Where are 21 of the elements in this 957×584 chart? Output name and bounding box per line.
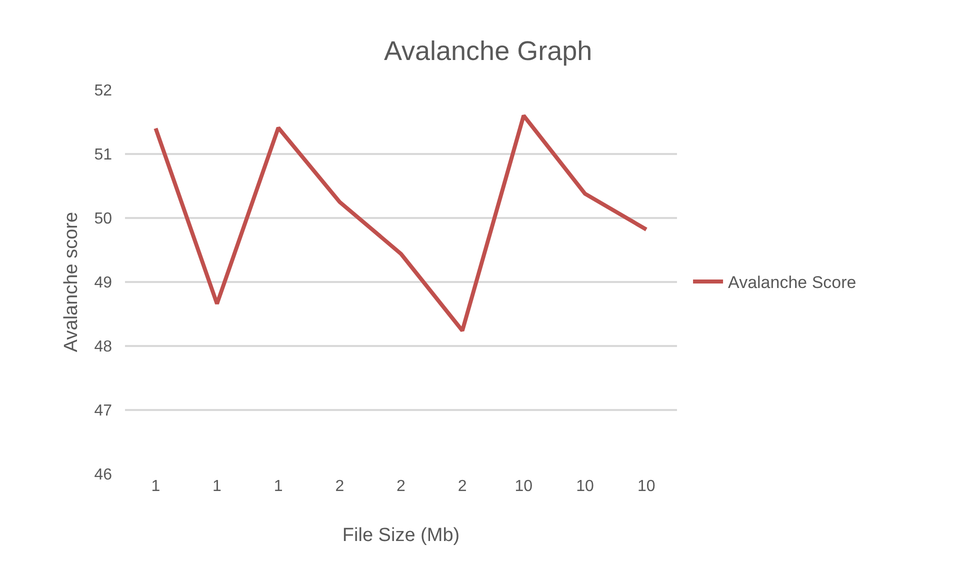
y-tick-label: 50 (94, 210, 112, 228)
y-tick-label: 48 (94, 338, 112, 356)
x-tick-label: 1 (212, 478, 222, 495)
x-tick-label: 10 (637, 478, 656, 495)
x-tick-label: 10 (576, 478, 594, 495)
x-tick-label: 10 (514, 478, 533, 495)
y-axis-title: Avalanche score (61, 212, 82, 352)
x-tick-label: 2 (396, 478, 406, 495)
y-tick-label: 49 (94, 274, 112, 292)
y-tick-label: 51 (94, 146, 112, 164)
x-tick-label: 2 (335, 478, 344, 495)
y-tick-label: 52 (94, 82, 112, 100)
x-tick-label: 1 (151, 478, 160, 495)
y-tick-label: 46 (94, 466, 112, 484)
x-axis-title: File Size (Mb) (342, 525, 460, 546)
y-tick-label: 47 (94, 402, 112, 420)
chart-title: Avalanche Graph (384, 36, 592, 66)
x-tick-label: 2 (458, 478, 467, 495)
line-series (154, 114, 648, 333)
legend-label: Avalanche Score (728, 273, 856, 292)
x-tick-label: 1 (274, 478, 283, 495)
